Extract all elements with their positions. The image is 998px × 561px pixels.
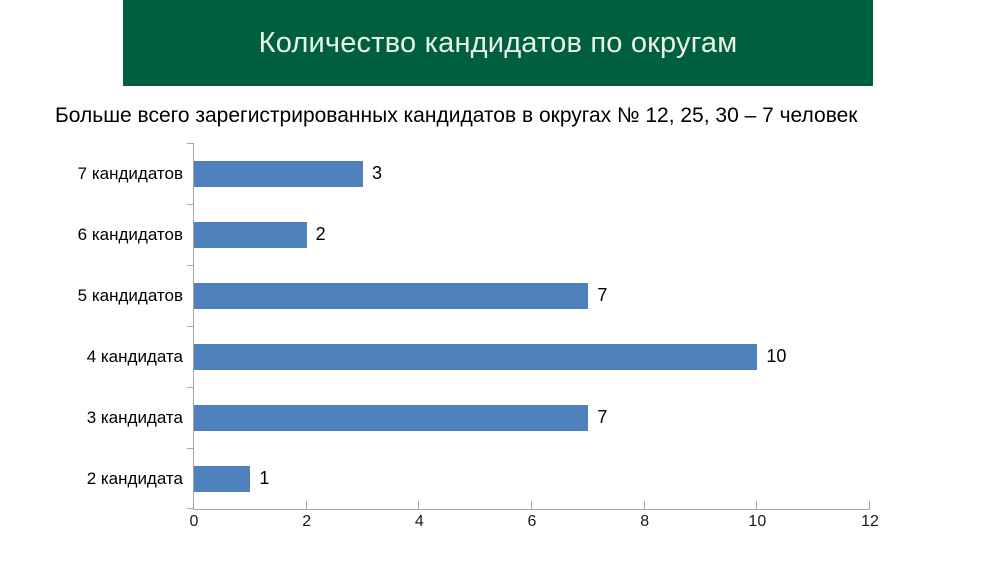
category-label: 6 кандидатов	[77, 224, 183, 244]
x-tick-mark	[531, 501, 532, 509]
data-label: 1	[259, 468, 270, 488]
y-tick-mark	[187, 264, 194, 266]
chart-row: 6 кандидатов 2	[78, 204, 870, 265]
chart-row: 5 кандидатов 7	[78, 265, 870, 326]
y-tick-mark	[187, 143, 194, 144]
category-label: 4 кандидата	[86, 346, 183, 366]
chart-row: 3 кандидата 7	[87, 387, 870, 448]
category-label: 7 кандидатов	[77, 163, 183, 183]
x-tick-mark	[756, 501, 758, 509]
y-tick-mark	[187, 448, 194, 449]
x-axis-labels: 0 2 4 6 8 10 12	[190, 513, 879, 533]
bar	[194, 404, 589, 431]
data-label: 7	[597, 407, 608, 427]
data-label: 2	[315, 224, 326, 244]
chart-subtitle: Больше всего зарегистрированных кандидат…	[55, 104, 858, 127]
y-tick-mark	[187, 203, 194, 205]
x-tick-label: 12	[861, 513, 879, 530]
y-tick-mark	[187, 386, 194, 388]
x-tick-mark	[643, 501, 645, 509]
x-tick-label: 4	[414, 513, 424, 530]
plot-area: 0 2 4 6 8 10 12 7 кандидатов 3 6 кандидатов 2 5 ка…	[78, 143, 879, 530]
bar	[194, 160, 363, 187]
data-label: 3	[372, 163, 383, 183]
x-tick-label: 8	[640, 513, 650, 530]
x-tick-label: 10	[748, 513, 767, 530]
chart-row: 7 кандидатов 3	[78, 143, 870, 204]
bar	[194, 465, 251, 492]
x-tick-label: 6	[527, 513, 537, 530]
page-title: Количество кандидатов по округам	[258, 26, 738, 59]
category-label: 5 кандидатов	[77, 285, 183, 305]
x-tick-mark	[305, 501, 307, 509]
bar	[194, 221, 307, 248]
bar	[194, 343, 758, 370]
x-tick-label: 2	[302, 513, 312, 530]
bar	[194, 282, 589, 309]
data-label: 7	[597, 285, 608, 305]
category-label: 2 кандидата	[86, 468, 183, 488]
data-label: 10	[766, 346, 787, 366]
x-tick-label: 0	[189, 513, 199, 530]
chart-row: 2 кандидата 1	[87, 448, 870, 509]
chart-row: 4 кандидата 10	[87, 326, 870, 387]
y-tick-mark	[187, 326, 194, 327]
category-label: 3 кандидата	[86, 407, 183, 427]
x-tick-mark	[869, 501, 870, 509]
title-banner: Количество кандидатов по округам	[123, 0, 873, 86]
y-tick-mark	[187, 508, 194, 509]
x-tick-mark	[418, 501, 420, 509]
